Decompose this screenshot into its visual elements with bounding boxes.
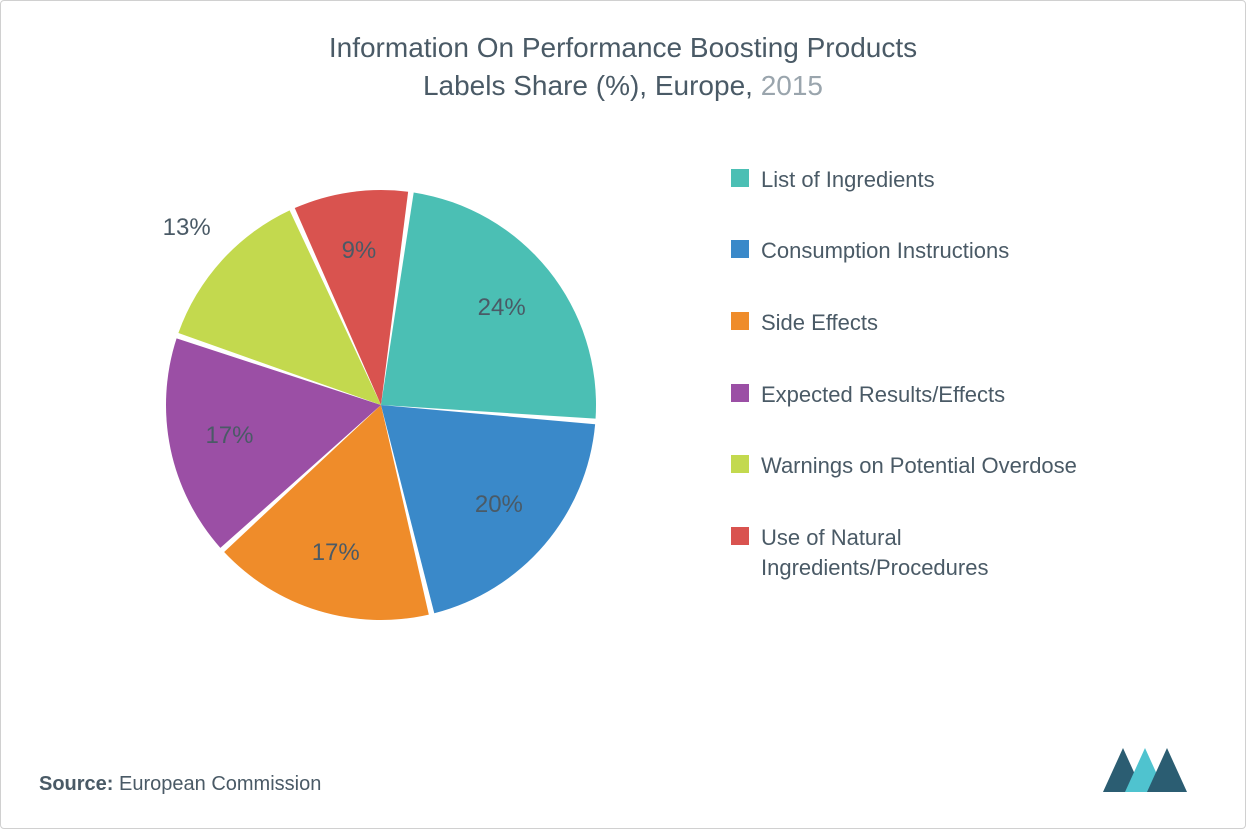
content-area: 24% 20% 17% 17% 13% 9% List of Ingredients Con…	[1, 105, 1245, 675]
legend-swatch	[731, 527, 749, 545]
title-prefix: Labels Share (%), Europe,	[423, 70, 761, 101]
legend-item: Side Effects	[731, 308, 1091, 338]
legend-swatch	[731, 169, 749, 187]
source-citation: Source: European Commission	[39, 773, 321, 796]
pie-slice-label: 20%	[475, 491, 523, 519]
pie-chart-container: 24% 20% 17% 17% 13% 9%	[61, 135, 701, 675]
title-line-2: Labels Share (%), Europe, 2015	[1, 67, 1245, 105]
legend-label: Warnings on Potential Overdose	[761, 451, 1077, 481]
title-line-1: Information On Performance Boosting Prod…	[1, 29, 1245, 67]
legend-label: Side Effects	[761, 308, 878, 338]
legend-item: Consumption Instructions	[731, 236, 1091, 266]
legend-item: Expected Results/Effects	[731, 380, 1091, 410]
legend: List of Ingredients Consumption Instructi…	[701, 135, 1205, 625]
legend-swatch	[731, 240, 749, 258]
legend-label: Expected Results/Effects	[761, 380, 1005, 410]
pie-chart: 24% 20% 17% 17% 13% 9%	[166, 190, 596, 620]
pie-slice-label: 9%	[342, 237, 377, 265]
legend-swatch	[731, 455, 749, 473]
legend-item: Warnings on Potential Overdose	[731, 451, 1091, 481]
pie-slice-label: 24%	[478, 294, 526, 322]
brand-logo	[1103, 748, 1189, 792]
legend-label: List of Ingredients	[761, 165, 935, 195]
legend-item: Use of Natural Ingredients/Procedures	[731, 523, 1091, 582]
pie-slice-label: 13%	[163, 214, 211, 242]
source-label: Source:	[39, 773, 113, 795]
legend-swatch	[731, 312, 749, 330]
pie-slice-label: 17%	[312, 539, 360, 567]
legend-swatch	[731, 384, 749, 402]
legend-label: Consumption Instructions	[761, 236, 1009, 266]
logo-icon	[1103, 748, 1189, 792]
legend-item: List of Ingredients	[731, 165, 1091, 195]
source-text: European Commission	[119, 773, 321, 795]
pie-slice-label: 17%	[205, 422, 253, 450]
chart-title: Information On Performance Boosting Prod…	[1, 1, 1245, 105]
title-year: 2015	[761, 70, 823, 101]
legend-label: Use of Natural Ingredients/Procedures	[761, 523, 1091, 582]
